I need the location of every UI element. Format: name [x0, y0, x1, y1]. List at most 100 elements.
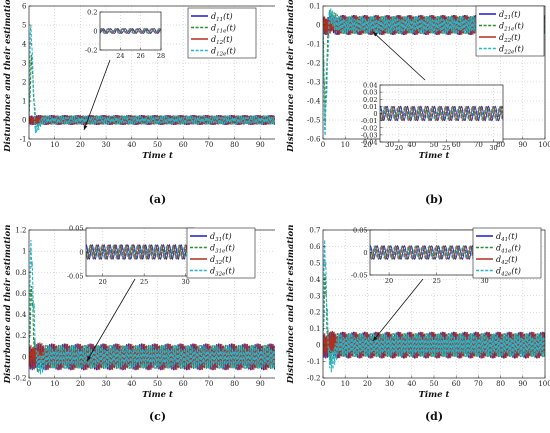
y-tick-label-d-2: 0	[316, 342, 320, 350]
legend-entry-c-2: d31e(t)	[210, 244, 235, 255]
x-tick-label-b-1: 10	[341, 141, 350, 149]
inset-y-tick-label-b-4: 0	[373, 110, 377, 118]
y-tick-label-c-0: -0.2	[13, 375, 27, 383]
x-tick-label-b-4: 40	[407, 141, 416, 149]
legend-entry-a-2: d11e(t)	[211, 24, 236, 35]
y-tick-label-d-9: 0.7	[309, 227, 320, 235]
x-tick-label-d-6: 60	[452, 380, 461, 388]
zoom-arrow-head-c	[87, 356, 92, 361]
series-group-a	[29, 25, 275, 133]
legend-entry-b-1: d21(t)	[499, 10, 521, 21]
legend-entry-main-a-3: d	[211, 35, 216, 44]
y-tick-label-a-6: 5	[22, 22, 26, 30]
legend-entry-main-c-2: d	[210, 244, 215, 253]
x-tick-label-b-9: 90	[518, 141, 527, 149]
legend-entry-sub-b-3: 22	[503, 38, 511, 44]
legend-entry-sub-a-2: 11e	[216, 29, 227, 35]
legend-entry-rest-a-4: (t)	[226, 47, 235, 56]
y-tick-label-b-3: -0.3	[307, 79, 321, 87]
inset-y-tick-label-c-0: -0.05	[67, 273, 84, 281]
x-tick-label-b-6: 60	[452, 141, 461, 149]
x-tick-label-a-3: 30	[102, 141, 111, 149]
legend-entry-main-c-1: d	[210, 232, 215, 241]
series-line-c-4	[29, 239, 275, 375]
inset-series-group-b	[380, 105, 503, 122]
inset-y-tick-label-b-1: -0.03	[361, 131, 378, 139]
x-tick-label-b-7: 70	[474, 141, 483, 149]
legend-c: d31(t)d31e(t)d32(t)d32e(t)	[186, 227, 256, 279]
x-tick-label-d-8: 80	[496, 380, 505, 388]
inset-series-line-b-1	[380, 105, 503, 122]
inset-y-tick-label-c-2: 0.05	[69, 225, 83, 233]
legend-entry-d-3: d42(t)	[496, 255, 518, 266]
panel-c: 0102030405060708090100-0.200.20.40.60.81…	[3, 225, 275, 423]
legend-entry-rest-b-4: (t)	[514, 45, 523, 54]
x-tick-label-c-2: 20	[76, 380, 85, 388]
x-tick-label-c-9: 90	[256, 380, 265, 388]
y-tick-label-a-0: -1	[20, 136, 27, 144]
inset-series-line-a-2	[100, 28, 161, 34]
inset-y-tick-label-b-7: 0.03	[363, 89, 377, 97]
legend-entry-rest-c-2: (t)	[225, 244, 234, 253]
y-axis-label-a: Disturbance and their estimation	[3, 0, 13, 153]
legend-entry-sub-d-1: 41	[500, 237, 508, 243]
legend-entry-main-b-1: d	[499, 10, 504, 19]
x-tick-label-d-1: 10	[341, 380, 350, 388]
inset-x-tick-label-b-2: 30	[489, 144, 497, 152]
panel-d: 0 10 20 30 40 50 60 70 80 90 100 -0.2 -0.1 0 0.1 0.2 0.3…	[286, 225, 550, 423]
inset-y-tick-label-b-8: 0.04	[363, 82, 377, 90]
x-tick-label-b-10: 100	[538, 141, 550, 149]
y-tick-label-b-1: -0.5	[307, 117, 321, 125]
legend-d: d41(t)d41e(t)d42(t)d42e(t)	[472, 227, 542, 279]
inset-series-line-c-4	[86, 244, 194, 260]
y-tick-label-c-6: 1	[22, 248, 26, 256]
legend-entry-main-d-2: d	[496, 244, 501, 253]
y-tick-label-b-2: -0.4	[307, 98, 321, 106]
inset-y-tick-label-a-2: 0.2	[87, 9, 97, 17]
legend-entry-main-b-3: d	[499, 33, 504, 42]
legend-entry-b-2: d21e(t)	[499, 22, 524, 33]
y-tick-label-c-3: 0.4	[15, 311, 27, 319]
legend-entry-c-1: d31(t)	[210, 232, 232, 243]
y-tick-label-d-0: -0.2	[307, 375, 321, 383]
y-tick-label-d-3: 0.1	[309, 325, 320, 333]
x-tick-label-c-0: 0	[27, 380, 31, 388]
y-tick-label-d-4: 0.2	[309, 309, 320, 317]
legend-entry-rest-a-3: (t)	[223, 35, 232, 44]
y-tick-label-d-7: 0.5	[309, 259, 320, 267]
legend-entry-rest-d-4: (t)	[511, 267, 520, 276]
inset-series-line-c-2	[86, 244, 194, 260]
y-tick-label-c-2: 0.2	[15, 332, 26, 340]
legend-entry-rest-a-1: (t)	[223, 12, 232, 21]
y-tick-label-d-8: 0.6	[309, 243, 321, 251]
x-tick-label-b-8: 80	[496, 141, 505, 149]
legend-entry-a-4: d12e(t)	[211, 47, 236, 58]
x-tick-label-d-9: 90	[518, 380, 527, 388]
inset-y-tick-label-b-6: 0.02	[363, 96, 377, 104]
legend-entry-rest-a-2: (t)	[226, 24, 235, 33]
inset-x-tick-label-a-1: 26	[137, 52, 145, 60]
zoom-arrow-line-d	[372, 278, 424, 342]
y-tick-label-a-3: 2	[22, 79, 26, 87]
zoom-arrow-head-d	[373, 336, 378, 341]
legend-entry-sub-c-1: 31	[215, 237, 222, 243]
inset-x-tick-label-c-1: 25	[140, 278, 148, 286]
x-tick-label-d-2: 20	[363, 380, 372, 388]
legend-entry-main-d-4: d	[496, 267, 501, 276]
inset-group-a: 24 26 28 -0.2 0 0.2	[85, 9, 165, 61]
x-tick-label-a-7: 70	[204, 141, 213, 149]
inset-x-tick-label-c-2: 30	[182, 278, 190, 286]
legend-entry-rest-d-2: (t)	[511, 244, 520, 253]
inset-y-tick-label-a-0: -0.2	[85, 47, 98, 55]
x-tick-label-a-2: 20	[76, 141, 85, 149]
legend-entry-main-b-4: d	[499, 45, 504, 54]
x-tick-label-d-10: 100	[538, 380, 550, 388]
legend-entry-sub-b-1: 21	[503, 15, 511, 21]
x-tick-label-d-0: 0	[321, 380, 325, 388]
legend-entry-sub-b-4: 22e	[503, 50, 515, 56]
series-line-d-4	[323, 239, 545, 373]
x-tick-label-c-3: 30	[102, 380, 111, 388]
y-tick-label-c-7: 1.2	[15, 227, 26, 235]
y-tick-label-c-1: 0	[22, 353, 26, 361]
